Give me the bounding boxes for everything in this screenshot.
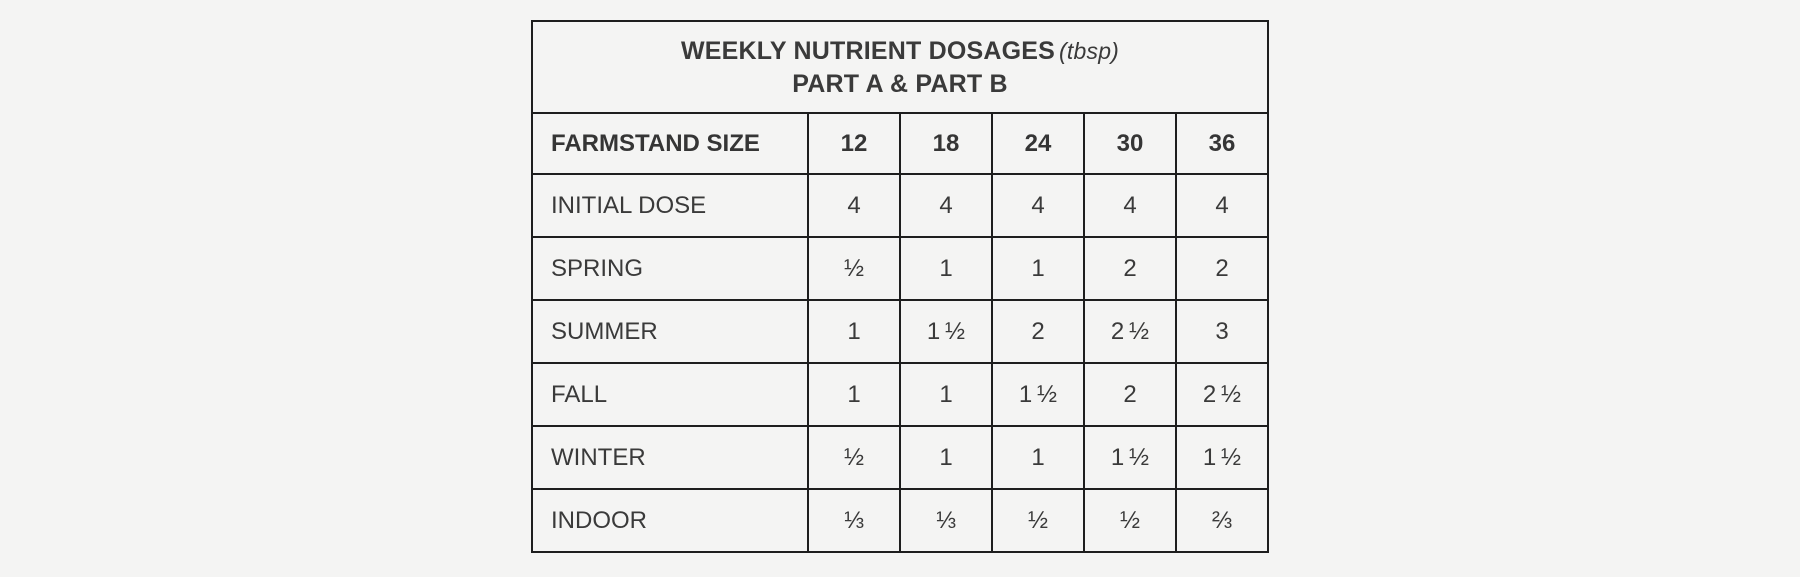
table-row-summer: SUMMER 1 1 ½ 2 2 ½ 3 (531, 299, 1269, 364)
cell-fall-12: 1 (807, 362, 901, 427)
cell-indoor-36: ⅔ (1175, 488, 1269, 553)
nutrient-dosage-table: WEEKLY NUTRIENT DOSAGES (tbsp) PART A & P… (531, 20, 1269, 553)
row-label-winter: WINTER (531, 425, 809, 490)
title-row: WEEKLY NUTRIENT DOSAGES (tbsp) PART A & P… (531, 20, 1269, 114)
table-row-winter: WINTER ½ 1 1 1 ½ 1 ½ (531, 425, 1269, 490)
cell-summer-36: 3 (1175, 299, 1269, 364)
cell-initial-dose-30: 4 (1083, 173, 1177, 238)
cell-indoor-24: ½ (991, 488, 1085, 553)
row-label-initial-dose: INITIAL DOSE (531, 173, 809, 238)
cell-initial-dose-12: 4 (807, 173, 901, 238)
column-header-size-18: 18 (899, 112, 993, 175)
row-label-summer: SUMMER (531, 299, 809, 364)
cell-winter-18: 1 (899, 425, 993, 490)
column-header-size-36: 36 (1175, 112, 1269, 175)
cell-winter-12: ½ (807, 425, 901, 490)
cell-spring-12: ½ (807, 236, 901, 301)
cell-summer-30: 2 ½ (1083, 299, 1177, 364)
cell-fall-30: 2 (1083, 362, 1177, 427)
cell-spring-18: 1 (899, 236, 993, 301)
table-title-cell: WEEKLY NUTRIENT DOSAGES (tbsp) PART A & P… (531, 20, 1269, 114)
cell-initial-dose-36: 4 (1175, 173, 1269, 238)
row-label-fall: FALL (531, 362, 809, 427)
cell-initial-dose-24: 4 (991, 173, 1085, 238)
cell-winter-36: 1 ½ (1175, 425, 1269, 490)
column-header-size-24: 24 (991, 112, 1085, 175)
column-header-farmstand-size: FARMSTAND SIZE (531, 112, 809, 175)
cell-summer-18: 1 ½ (899, 299, 993, 364)
column-header-size-30: 30 (1083, 112, 1177, 175)
cell-winter-30: 1 ½ (1083, 425, 1177, 490)
table-title-unit: (tbsp) (1059, 37, 1120, 64)
column-header-size-12: 12 (807, 112, 901, 175)
cell-fall-36: 2 ½ (1175, 362, 1269, 427)
cell-initial-dose-18: 4 (899, 173, 993, 238)
cell-spring-36: 2 (1175, 236, 1269, 301)
column-header-row: FARMSTAND SIZE 12 18 24 30 36 (531, 112, 1269, 175)
table-row-indoor: INDOOR ⅓ ⅓ ½ ½ ⅔ (531, 488, 1269, 553)
table-title-text: WEEKLY NUTRIENT DOSAGES (680, 36, 1056, 65)
cell-indoor-18: ⅓ (899, 488, 993, 553)
cell-indoor-12: ⅓ (807, 488, 901, 553)
cell-indoor-30: ½ (1083, 488, 1177, 553)
cell-summer-24: 2 (991, 299, 1085, 364)
row-label-spring: SPRING (531, 236, 809, 301)
table-title: WEEKLY NUTRIENT DOSAGES (tbsp) (533, 36, 1267, 66)
cell-fall-24: 1 ½ (991, 362, 1085, 427)
table-row-initial-dose: INITIAL DOSE 4 4 4 4 4 (531, 173, 1269, 238)
cell-spring-30: 2 (1083, 236, 1177, 301)
cell-fall-18: 1 (899, 362, 993, 427)
table-subtitle: PART A & PART B (792, 69, 1008, 98)
cell-summer-12: 1 (807, 299, 901, 364)
cell-winter-24: 1 (991, 425, 1085, 490)
table-row-fall: FALL 1 1 1 ½ 2 2 ½ (531, 362, 1269, 427)
table-row-spring: SPRING ½ 1 1 2 2 (531, 236, 1269, 301)
cell-spring-24: 1 (991, 236, 1085, 301)
dosage-table-container: WEEKLY NUTRIENT DOSAGES (tbsp) PART A & P… (531, 20, 1269, 553)
row-label-indoor: INDOOR (531, 488, 809, 553)
